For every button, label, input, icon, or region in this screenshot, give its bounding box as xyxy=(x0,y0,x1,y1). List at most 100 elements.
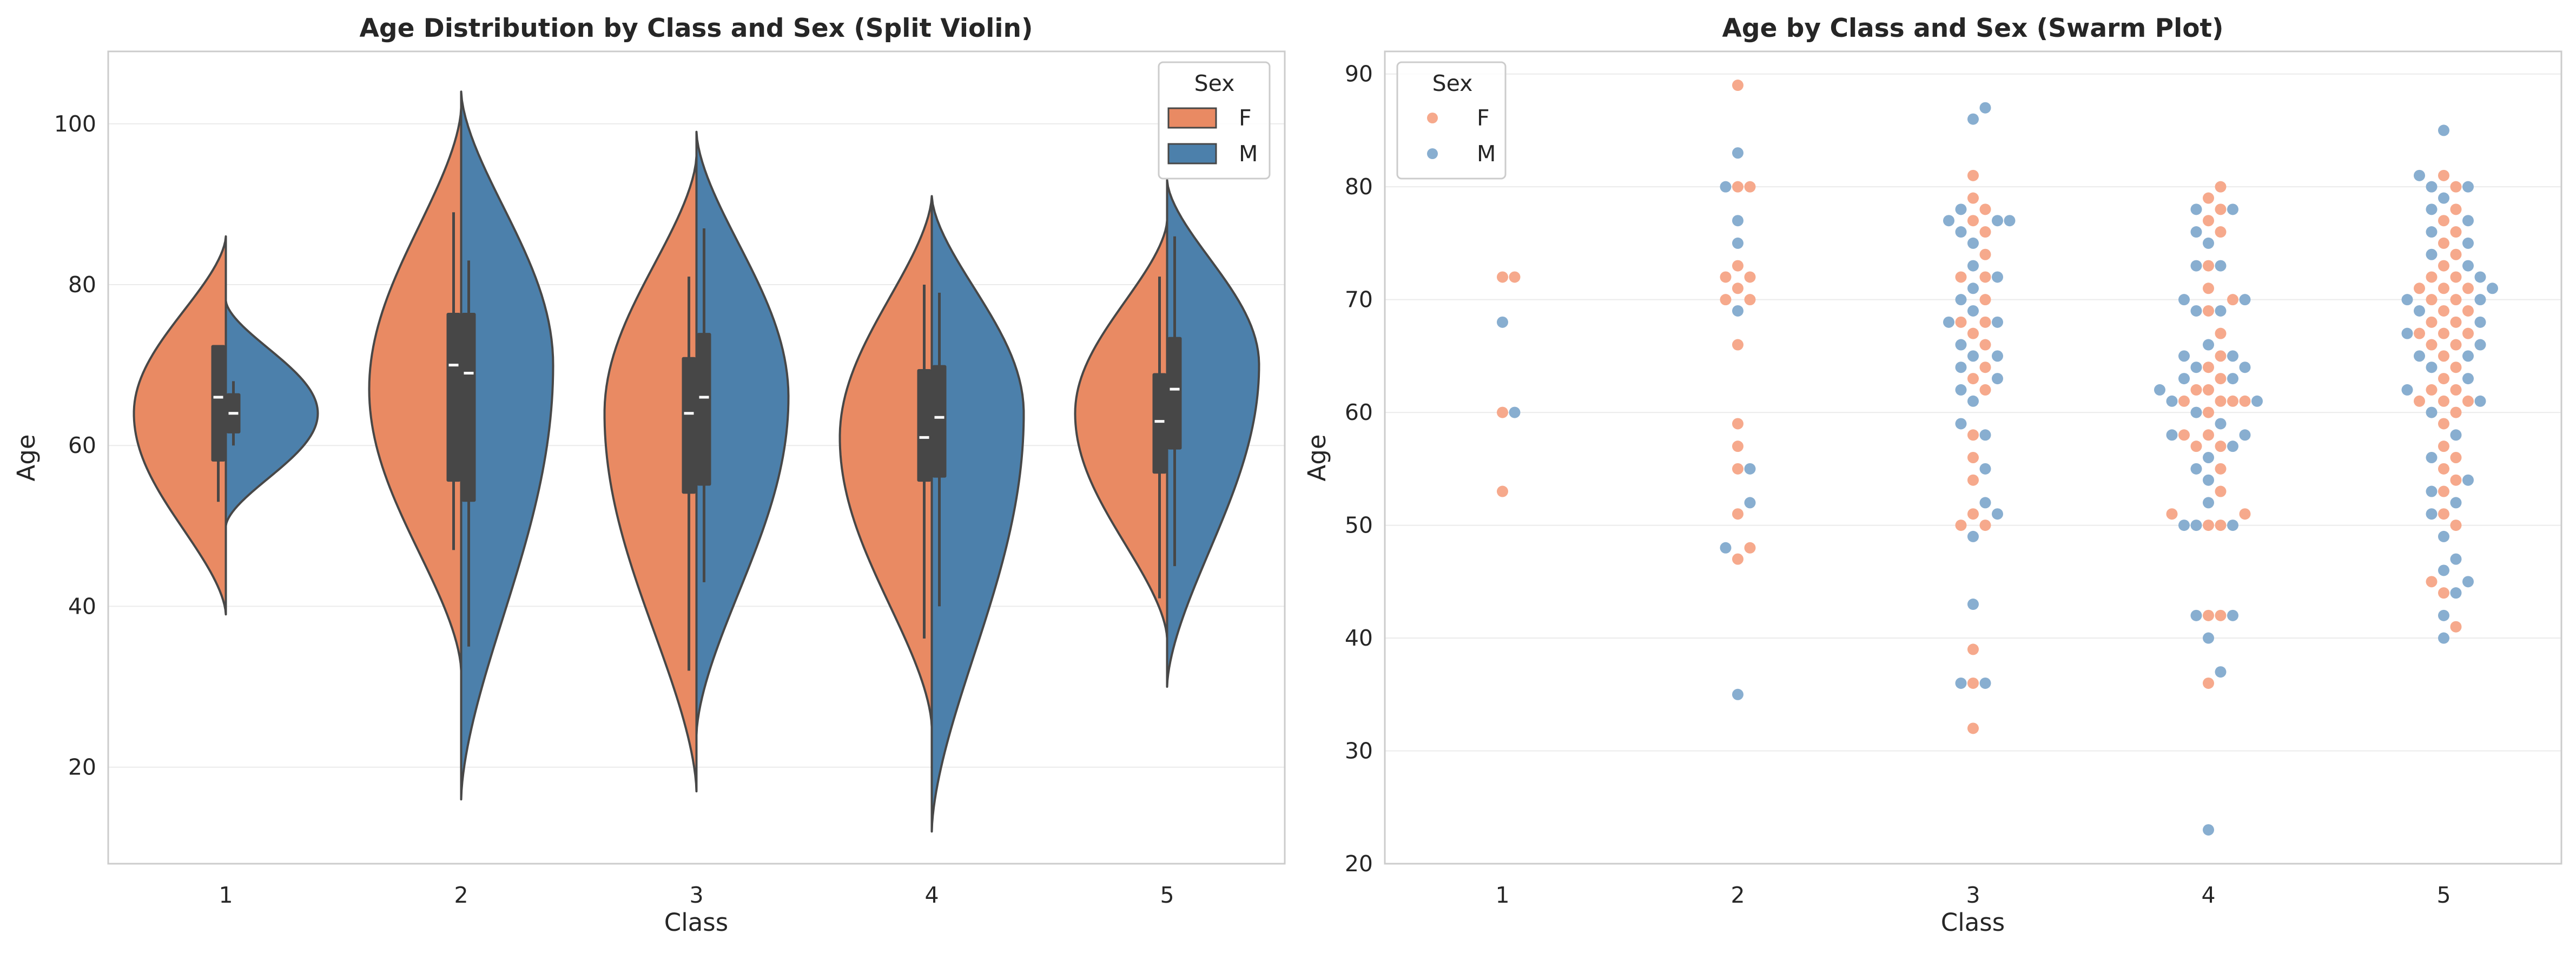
swarm-point-m xyxy=(2203,339,2214,351)
swarm-point-f xyxy=(2438,463,2449,475)
swarm-axes-frame xyxy=(1384,50,2562,865)
swarm-point-m xyxy=(2178,294,2190,306)
swarm-point-m xyxy=(2450,587,2462,599)
swarm-point-f xyxy=(1967,169,1979,181)
swarm-point-m xyxy=(1509,406,1521,418)
swarm-point-m xyxy=(1955,339,1967,351)
swarm-point-m xyxy=(1943,215,1954,227)
swarm-point-m xyxy=(2462,373,2474,385)
swarm-legend-label-m: M xyxy=(1477,141,1496,167)
swarm-point-f xyxy=(2450,203,2462,215)
swarm-point-m xyxy=(2239,362,2251,373)
swarm-point-m xyxy=(2215,305,2227,317)
violin-half-f xyxy=(838,195,933,728)
swarm-point-m xyxy=(1967,305,1979,317)
swarm-point-m xyxy=(2474,316,2486,328)
swarm-point-m xyxy=(2215,260,2227,272)
swarm-point-f xyxy=(2438,350,2449,362)
swarm-point-f xyxy=(2426,576,2438,588)
swarm-x-axis-label: Class xyxy=(1941,908,2005,937)
swarm-point-f xyxy=(2450,294,2462,306)
swarm-point-m xyxy=(1732,215,1743,227)
swarm-y-tick-label: 60 xyxy=(1345,399,1373,425)
swarm-point-f xyxy=(1732,508,1743,520)
swarm-point-m xyxy=(2438,564,2449,576)
swarm-point-m xyxy=(2426,248,2438,260)
swarm-point-f xyxy=(2450,406,2462,418)
swarm-point-f xyxy=(2178,429,2190,441)
swarm-legend-box xyxy=(1396,61,1507,180)
swarm-point-f xyxy=(2450,362,2462,373)
violin-x-tick-labels: 1 2 3 4 5 xyxy=(219,882,1174,908)
swarm-point-m xyxy=(1955,384,1967,396)
swarm-legend-label-f: F xyxy=(1477,105,1490,131)
swarm-point-m xyxy=(2190,260,2202,272)
swarm-point-m xyxy=(1955,294,1967,306)
swarm-point-f xyxy=(2438,327,2449,339)
swarm-point-f xyxy=(2438,418,2449,430)
swarm-point-f xyxy=(2450,452,2462,463)
swarm-y-tick-label: 90 xyxy=(1345,61,1373,87)
swarm-point-m xyxy=(2438,192,2449,204)
swarm-point-f xyxy=(2203,362,2214,373)
swarm-point-f xyxy=(2215,350,2227,362)
violin-marks xyxy=(133,90,1260,833)
swarm-point-m xyxy=(2438,124,2449,136)
swarm-point-f xyxy=(2426,339,2438,351)
swarm-point-f xyxy=(2450,474,2462,486)
swarm-point-m xyxy=(1992,508,2003,520)
swarm-point-f xyxy=(2462,327,2474,339)
swarm-point-f xyxy=(2203,406,2214,418)
violin-y-tick-label: 100 xyxy=(54,111,96,137)
swarm-point-f xyxy=(2438,395,2449,407)
swarm-points xyxy=(1497,80,2498,836)
swarm-point-m xyxy=(1979,497,1991,509)
swarm-point-m xyxy=(2203,474,2214,486)
violin-x-tick-label: 5 xyxy=(1160,882,1174,908)
violin-y-tick-label: 60 xyxy=(68,432,96,458)
swarm-point-m xyxy=(2190,609,2202,621)
violin-legend-label-m: M xyxy=(1239,141,1258,167)
swarm-panel: 20 30 40 50 60 70 80 90 1 2 3 4 5 Age by Class and … xyxy=(1303,14,2562,937)
swarm-point-m xyxy=(1967,350,1979,362)
violin-half-m xyxy=(224,299,319,527)
swarm-y-tick-label: 80 xyxy=(1345,174,1373,200)
violin-half-f xyxy=(603,155,698,793)
swarm-point-m xyxy=(1732,305,1743,317)
swarm-point-f xyxy=(2190,441,2202,452)
swarm-point-m xyxy=(2426,226,2438,238)
swarm-point-f xyxy=(2215,485,2227,497)
swarm-point-m xyxy=(1967,599,1979,610)
swarm-point-f xyxy=(2203,609,2214,621)
swarm-point-m xyxy=(2487,282,2498,294)
violin-half-m xyxy=(460,90,554,801)
swarm-point-m xyxy=(2203,497,2214,509)
swarm-point-m xyxy=(2401,294,2413,306)
swarm-point-f xyxy=(2215,441,2227,452)
swarm-point-f xyxy=(1967,215,1979,227)
swarm-y-tick-label: 20 xyxy=(1345,851,1373,877)
swarm-point-m xyxy=(1979,102,1991,114)
swarm-point-f xyxy=(2438,508,2449,520)
swarm-point-f xyxy=(1955,520,1967,531)
violin-half-f xyxy=(133,235,227,616)
violin-half-m xyxy=(1166,179,1260,688)
swarm-point-f xyxy=(1967,677,1979,689)
swarm-point-f xyxy=(2203,305,2214,317)
swarm-point-f xyxy=(2426,271,2438,283)
swarm-point-m xyxy=(2426,485,2438,497)
swarm-point-m xyxy=(2190,305,2202,317)
swarm-point-m xyxy=(2438,530,2449,542)
swarm-point-f xyxy=(2203,282,2214,294)
swarm-point-f xyxy=(2450,226,2462,238)
violin-box-f xyxy=(211,345,226,462)
violin-chart-title: Age Distribution by Class and Sex (Split… xyxy=(360,14,1033,43)
swarm-y-tick-label: 70 xyxy=(1345,287,1373,313)
swarm-point-f xyxy=(2239,508,2251,520)
swarm-point-m xyxy=(2239,429,2251,441)
swarm-point-f xyxy=(1732,339,1743,351)
swarm-x-tick-labels: 1 2 3 4 5 xyxy=(1495,882,2450,908)
swarm-y-tick-labels: 20 30 40 50 60 70 80 90 xyxy=(1345,61,1373,877)
swarm-point-f xyxy=(2438,215,2449,227)
swarm-y-axis-label: Age xyxy=(1303,434,1331,481)
